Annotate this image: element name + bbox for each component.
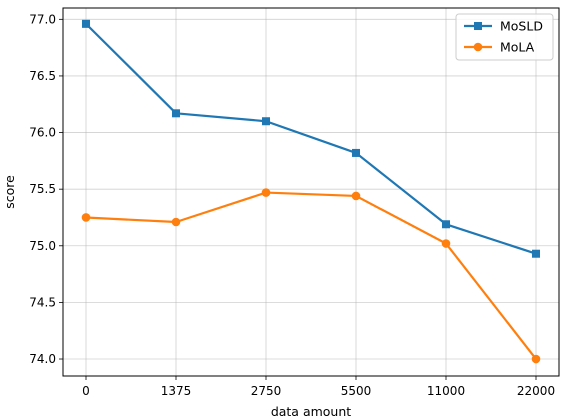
x-tick-label: 1375 xyxy=(161,384,192,398)
grid-lines xyxy=(63,8,559,376)
legend-label-mosld: MoSLD xyxy=(500,19,543,34)
data-point-mosld xyxy=(352,148,360,157)
data-point-mosld xyxy=(532,249,540,258)
data-point-mola xyxy=(441,239,451,248)
data-point-mosld xyxy=(442,220,450,229)
x-axis-ticks: 0 1375 2750 5500 11000 22000 xyxy=(82,376,555,398)
x-tick-label: 11000 xyxy=(427,384,465,398)
x-tick-label: 0 xyxy=(82,384,90,398)
data-point-mola xyxy=(531,354,541,364)
y-axis-label: score xyxy=(2,175,17,209)
data-point-mola xyxy=(171,217,181,227)
data-point-mosld xyxy=(172,109,180,118)
y-tick-label: 76.5 xyxy=(29,69,56,83)
y-tick-label: 76.0 xyxy=(29,126,56,140)
data-point-mola xyxy=(81,213,91,222)
y-tick-label: 77.0 xyxy=(29,12,56,26)
y-tick-label: 74.0 xyxy=(29,352,56,366)
plot-frame xyxy=(62,7,560,377)
legend: MoSLD MoLA xyxy=(455,13,554,61)
x-tick-label: 2750 xyxy=(251,384,282,398)
data-point-mosld xyxy=(262,117,270,126)
x-tick-label: 5500 xyxy=(341,384,372,398)
x-axis-label: data amount xyxy=(271,404,351,419)
legend-marker-mosld xyxy=(474,22,482,30)
legend-label-mola: MoLA xyxy=(500,40,535,55)
series-line-mosld xyxy=(85,23,537,255)
y-tick-label: 74.5 xyxy=(29,295,56,309)
x-tick-label: 22000 xyxy=(517,384,555,398)
data-point-mola xyxy=(261,188,271,197)
y-tick-label: 75.5 xyxy=(29,182,56,196)
series-layer xyxy=(81,19,541,364)
data-point-mola xyxy=(351,191,361,201)
series-line-mola xyxy=(85,191,537,360)
y-tick-label: 75.0 xyxy=(29,239,56,253)
y-axis-ticks: 74.0 74.5 75.0 75.5 76.0 76.5 77.0 xyxy=(29,12,63,366)
legend-marker-mola xyxy=(473,42,483,52)
data-point-mosld xyxy=(82,19,90,28)
